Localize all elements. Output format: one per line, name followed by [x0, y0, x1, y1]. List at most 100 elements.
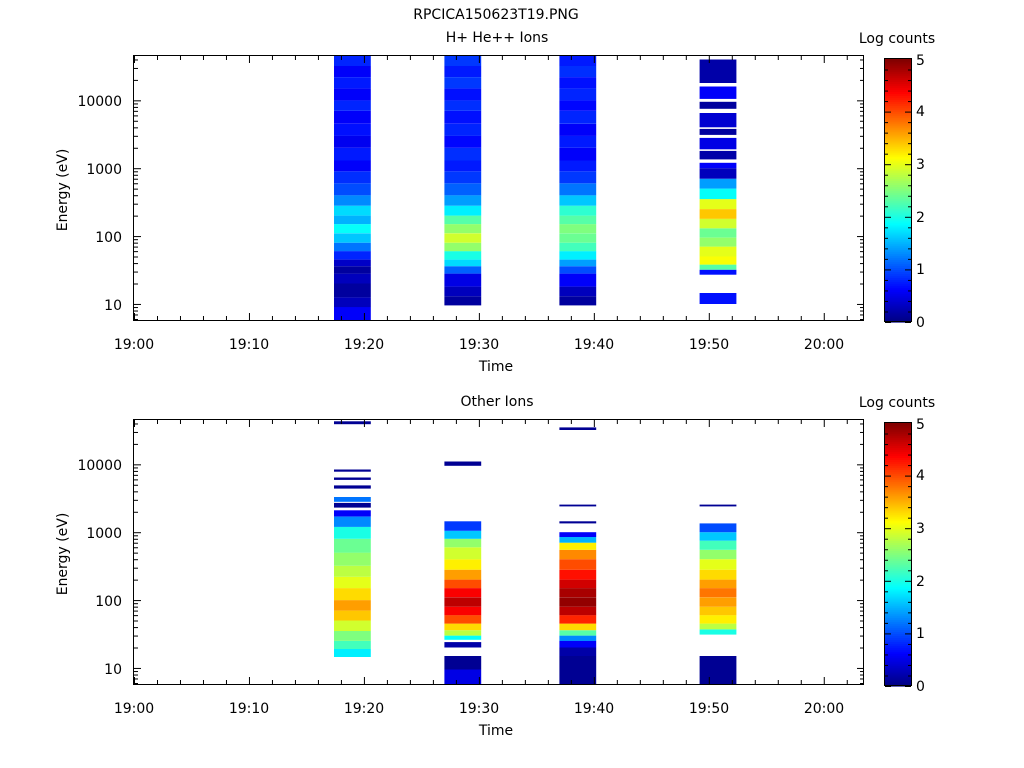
colorbar-segment	[885, 148, 911, 151]
spectrogram-cell	[699, 523, 737, 533]
colorbar-segment	[885, 425, 911, 428]
spectrogram-cell	[699, 246, 737, 257]
colorbar-segment	[885, 253, 911, 256]
colorbar-segment	[885, 101, 911, 105]
spectrogram-cell	[559, 110, 597, 124]
spectrogram-cell	[559, 242, 597, 252]
spectrogram-cell	[334, 195, 371, 206]
colorbar-segment	[885, 89, 911, 92]
colorbar-tick-label: 4	[916, 104, 925, 120]
x-axis-label: Time	[478, 359, 513, 375]
spectrogram-cell	[334, 88, 371, 101]
colorbar-segment	[885, 214, 911, 218]
colorbar-segment	[885, 599, 911, 602]
colorbar-segment	[885, 301, 911, 305]
colorbar-segment	[885, 174, 911, 177]
colorbar-segment	[885, 202, 911, 206]
spectrogram-cells	[334, 56, 737, 320]
colorbar-segment	[885, 566, 911, 570]
colorbar-segment	[885, 538, 911, 541]
colorbar-segment	[885, 524, 911, 527]
colorbar-segment	[885, 75, 911, 78]
spectrogram-cell	[334, 135, 371, 148]
spectrogram-cell	[444, 286, 482, 297]
colorbar-segment	[885, 125, 911, 129]
colorbar-segment	[885, 273, 911, 277]
spectrogram-cell	[559, 88, 597, 101]
colorbar-segment	[885, 431, 911, 434]
spectrogram-cell	[444, 171, 482, 184]
spectrogram-cell	[444, 588, 482, 598]
colorbar-segment	[885, 623, 911, 626]
colorbar-label: Log counts	[859, 395, 935, 411]
spectrogram-cell	[444, 547, 482, 560]
colorbar-segment	[885, 584, 911, 588]
colorbar-segment	[885, 95, 911, 99]
spectrogram-cell	[699, 293, 737, 304]
colorbar-segment	[885, 493, 911, 497]
colorbar-segment	[885, 241, 911, 244]
colorbar-segment	[885, 495, 911, 499]
colorbar-tick-label: 2	[916, 574, 925, 590]
spectrogram-cell	[334, 649, 371, 657]
colorbar-segment	[885, 580, 911, 584]
colorbar-segment	[885, 208, 911, 212]
x-tick-label: 19:50	[689, 337, 729, 353]
colorbar-segment	[885, 483, 911, 487]
colorbar-segment	[885, 285, 911, 289]
colorbar-segment	[885, 277, 911, 281]
spectrogram-cell	[559, 532, 597, 537]
spectrogram-cell	[334, 110, 371, 124]
colorbar-segment	[885, 61, 911, 64]
colorbar-segment	[885, 127, 911, 131]
panel-title: H+ He++ Ions	[446, 30, 549, 46]
colorbar-segment	[885, 534, 911, 537]
colorbar-segment	[885, 489, 911, 493]
colorbar-segment	[885, 261, 911, 264]
colorbar-segment	[885, 190, 911, 194]
spectrogram-cell	[334, 171, 371, 184]
colorbar-segment	[885, 455, 911, 458]
colorbar-segment	[885, 568, 911, 572]
colorbar-segment	[885, 131, 911, 135]
spectrogram-cell	[559, 160, 597, 172]
spectrogram-cell	[444, 110, 482, 124]
colorbar-segment	[885, 451, 911, 454]
spectrogram-cell	[444, 147, 482, 161]
spectrogram-cell	[444, 273, 482, 287]
spectrogram-cell	[444, 538, 482, 548]
spectrogram-cell	[334, 273, 371, 284]
spectrogram-cell	[334, 215, 371, 225]
colorbar-segment	[885, 550, 911, 554]
colorbar-segment	[885, 530, 911, 533]
colorbar-segment	[885, 245, 911, 248]
colorbar-tick-label: 2	[916, 210, 925, 226]
y-tick-label: 10	[104, 662, 122, 678]
colorbar-segment	[885, 445, 911, 448]
colorbar-segment	[885, 619, 911, 622]
colorbar-segment	[885, 137, 911, 141]
colorbar-segment	[885, 156, 911, 159]
spectrogram-cell	[334, 600, 371, 611]
colorbar-segment	[885, 520, 911, 523]
colorbar-segment	[885, 287, 911, 291]
spectrogram-cell	[334, 266, 371, 274]
spectrogram-cell	[559, 606, 597, 616]
colorbar-segment	[885, 596, 911, 600]
colorbar-segment	[885, 103, 911, 107]
colorbar-segment	[885, 141, 911, 145]
x-tick-label: 19:30	[459, 701, 499, 717]
colorbar-segment	[885, 475, 911, 479]
colorbar-segment	[885, 305, 911, 309]
colorbar-segment	[885, 164, 911, 167]
spectrogram-cell	[559, 647, 597, 656]
y-tick-label: 1000	[86, 162, 122, 178]
colorbar-segment	[885, 180, 911, 183]
colorbar-segment	[885, 293, 911, 297]
colorbar-segment	[885, 97, 911, 101]
colorbar-ticks	[885, 69, 911, 323]
spectrogram-cell	[699, 504, 737, 507]
colorbar-segment	[885, 239, 911, 242]
colorbar-segment	[885, 275, 911, 279]
